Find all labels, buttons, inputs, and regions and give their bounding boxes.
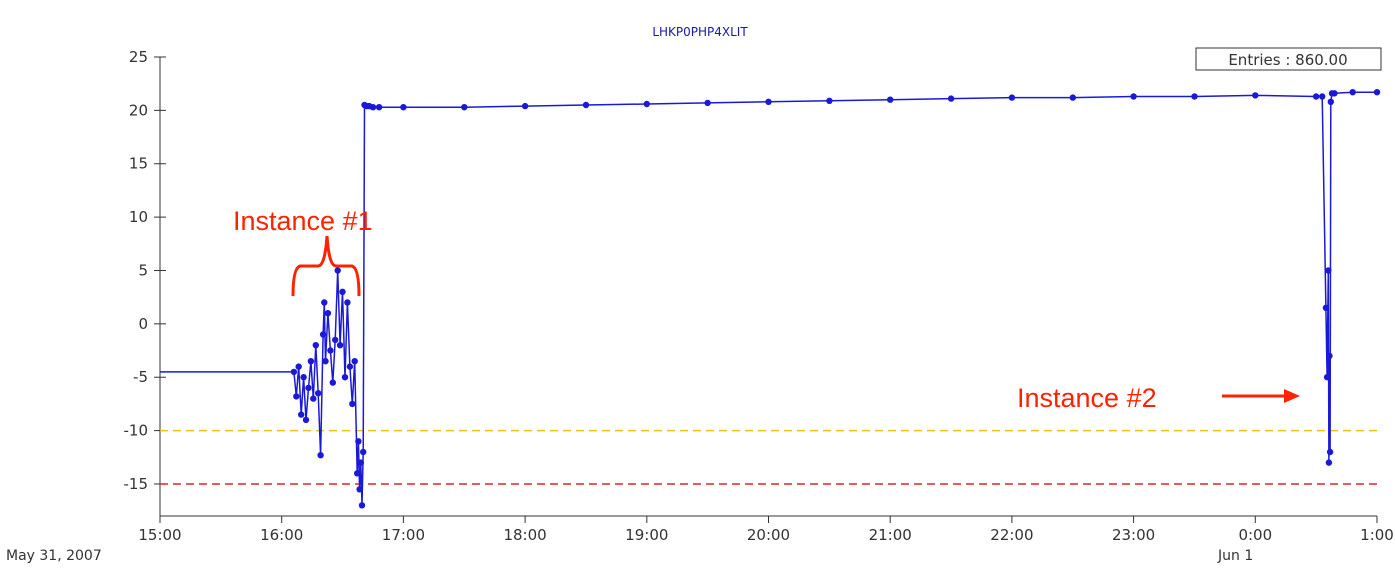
data-point — [1191, 93, 1198, 100]
data-point — [1008, 94, 1016, 101]
data-point — [302, 416, 310, 424]
data-point — [1327, 98, 1335, 106]
data-point — [300, 374, 307, 381]
data-point — [305, 384, 312, 392]
data-point — [341, 374, 349, 381]
data-point — [310, 395, 317, 402]
data-point — [947, 95, 955, 102]
data-point — [1323, 374, 1331, 381]
x-tick-label: 23:00 — [1112, 526, 1155, 544]
data-point — [332, 336, 339, 344]
annotation-instance-1: Instance #1 — [233, 206, 373, 297]
data-point — [1373, 89, 1381, 96]
y-tick-label: 15 — [129, 155, 148, 173]
data-series — [160, 89, 1381, 509]
data-point — [354, 470, 361, 477]
y-tick-label: 5 — [138, 261, 148, 279]
x-tick-label: 17:00 — [382, 526, 425, 544]
data-point — [357, 459, 364, 466]
data-point — [317, 452, 324, 459]
data-point — [322, 358, 329, 365]
y-tick-label: 10 — [129, 208, 148, 226]
data-point — [298, 411, 305, 418]
y-tick-label: -15 — [124, 475, 149, 493]
data-point — [339, 288, 346, 295]
data-point — [704, 99, 711, 107]
data-point — [1130, 93, 1137, 100]
date-label-next-day: Jun 1 — [1217, 548, 1253, 564]
data-point — [400, 104, 407, 111]
x-tick-label: 15:00 — [138, 526, 181, 544]
chart-title: LHKP0PHP4XLIT — [652, 25, 748, 39]
data-point — [290, 368, 298, 376]
y-tick-label: 20 — [129, 101, 148, 119]
data-point — [349, 400, 356, 408]
x-tick-label: 16:00 — [260, 526, 303, 544]
data-point — [375, 104, 383, 111]
data-point — [351, 358, 358, 365]
instance-1-label: Instance #1 — [233, 206, 373, 236]
data-point — [461, 104, 468, 111]
data-point — [369, 104, 377, 111]
data-point — [360, 448, 367, 456]
x-tick-label: 21:00 — [869, 526, 912, 544]
data-point — [1322, 304, 1330, 311]
data-point — [346, 363, 354, 370]
data-point — [887, 96, 894, 103]
data-point — [315, 390, 322, 397]
data-point — [582, 101, 590, 109]
y-tick-label: 25 — [129, 48, 148, 66]
data-point — [765, 98, 772, 106]
x-tick-label: 20:00 — [747, 526, 790, 544]
data-point — [1325, 459, 1333, 466]
tick-labels: 25 20 15 10 5 0 -5 -10 -15 15:00 16:00 17:00 18:00 19… — [124, 48, 1394, 544]
y-tick-label: -10 — [124, 422, 149, 440]
data-point — [358, 502, 366, 509]
legend-entries: Entries : 860.00 — [1228, 51, 1347, 69]
data-point — [1312, 93, 1320, 100]
data-point — [327, 347, 334, 354]
instance-2-arrow-head — [1284, 389, 1300, 403]
threshold-lines — [160, 429, 1377, 485]
data-point — [1349, 89, 1356, 96]
data-point — [319, 331, 327, 338]
data-point — [293, 393, 300, 400]
legend-box: Entries : 860.00 — [1195, 47, 1382, 71]
series-line — [160, 91, 1377, 506]
annotation-instance-2: Instance #2 — [1017, 383, 1300, 413]
data-point — [643, 100, 650, 108]
date-label-start: May 31, 2007 — [6, 548, 102, 564]
data-point — [355, 438, 362, 445]
data-point — [356, 486, 363, 493]
data-point — [344, 299, 351, 306]
data-point — [295, 363, 302, 370]
x-tick-label: 0:00 — [1238, 526, 1272, 544]
data-point — [336, 342, 344, 349]
data-point — [1326, 352, 1333, 360]
data-point — [1325, 267, 1332, 274]
data-point — [1069, 94, 1077, 101]
data-point — [307, 358, 315, 365]
instance-2-label: Instance #2 — [1017, 383, 1157, 413]
y-tick-label: 0 — [138, 315, 148, 333]
data-point — [312, 342, 319, 349]
data-point — [1331, 90, 1338, 97]
x-tick-label: 18:00 — [503, 526, 546, 544]
x-tick-label: 1:00 — [1360, 526, 1394, 544]
x-tick-label: 22:00 — [990, 526, 1033, 544]
data-point — [329, 379, 336, 386]
y-tick-label: -5 — [133, 368, 148, 386]
data-point — [324, 310, 332, 317]
data-point — [1326, 448, 1334, 456]
data-point — [521, 102, 529, 110]
data-point — [334, 267, 341, 274]
data-point — [321, 299, 328, 306]
data-point — [1319, 93, 1326, 100]
data-point — [1252, 92, 1259, 99]
x-tick-label: 19:00 — [625, 526, 668, 544]
instance-1-brace — [291, 235, 361, 297]
data-point — [826, 97, 833, 105]
